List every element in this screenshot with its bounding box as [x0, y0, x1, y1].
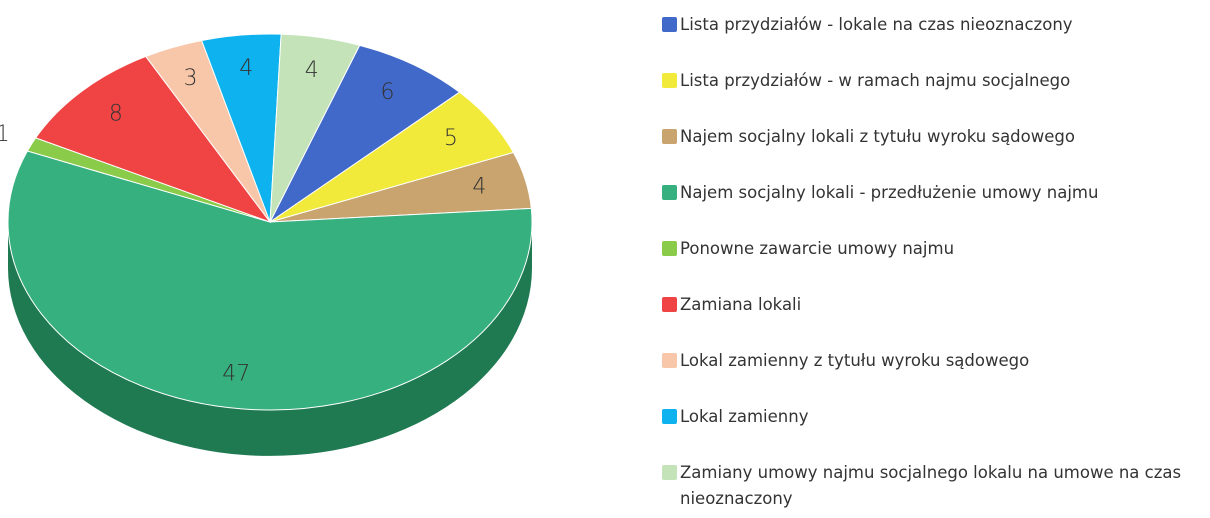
- legend-swatch: [662, 17, 677, 32]
- data-label: 3: [184, 66, 198, 91]
- legend-label: Najem socjalny lokali z tytułu wyroku są…: [680, 127, 1075, 146]
- data-label: 47: [222, 361, 250, 386]
- legend-label: Lokal zamienny z tytułu wyroku sądowego: [680, 351, 1030, 370]
- legend-item: Lokal zamienny z tytułu wyroku sądowego: [662, 348, 1207, 404]
- legend-label: Zamiana lokali: [680, 295, 802, 314]
- legend: Lista przydziałów - lokale na czas nieoz…: [662, 12, 1207, 516]
- pie-side: [8, 222, 532, 456]
- legend-swatch: [662, 409, 677, 424]
- data-label: 5: [444, 126, 458, 151]
- data-label: 6: [381, 80, 395, 105]
- legend-label: Najem socjalny lokali - przedłużenie umo…: [680, 183, 1099, 202]
- legend-label: Ponowne zawarcie umowy najmu: [680, 239, 955, 258]
- legend-item: Zamiany umowy najmu socjalnego lokalu na…: [662, 460, 1207, 516]
- legend-swatch: [662, 241, 677, 256]
- data-label: 4: [472, 175, 486, 200]
- data-label: 4: [305, 58, 319, 83]
- pie-slice: [7, 150, 533, 411]
- legend-item: Zamiana lokali: [662, 292, 1207, 348]
- legend-label: Lista przydziałów - w ramach najmu socja…: [680, 71, 1071, 90]
- legend-item: Ponowne zawarcie umowy najmu: [662, 236, 1207, 292]
- legend-item: Najem socjalny lokali z tytułu wyroku są…: [662, 124, 1207, 180]
- data-label: 1: [0, 122, 10, 147]
- data-label: 8: [109, 102, 123, 127]
- legend-item: Lista przydziałów - w ramach najmu socja…: [662, 68, 1207, 124]
- legend-swatch: [662, 185, 677, 200]
- pie-slice: [34, 55, 272, 224]
- legend-swatch: [662, 297, 677, 312]
- legend-swatch: [662, 465, 677, 480]
- legend-swatch: [662, 129, 677, 144]
- legend-item: Lista przydziałów - lokale na czas nieoz…: [662, 12, 1207, 68]
- legend-item: Najem socjalny lokali - przedłużenie umo…: [662, 180, 1207, 236]
- data-label: 4: [239, 56, 253, 81]
- legend-label: Zamiany umowy najmu socjalnego lokalu na…: [680, 463, 1182, 508]
- legend-item: Lokal zamienny: [662, 404, 1207, 460]
- legend-swatch: [662, 353, 677, 368]
- legend-label: Lokal zamienny: [680, 407, 809, 426]
- legend-label: Lista przydziałów - lokale na czas nieoz…: [680, 15, 1073, 34]
- pie-slice: [269, 44, 461, 223]
- legend-swatch: [662, 73, 677, 88]
- pie-slice: [269, 33, 361, 223]
